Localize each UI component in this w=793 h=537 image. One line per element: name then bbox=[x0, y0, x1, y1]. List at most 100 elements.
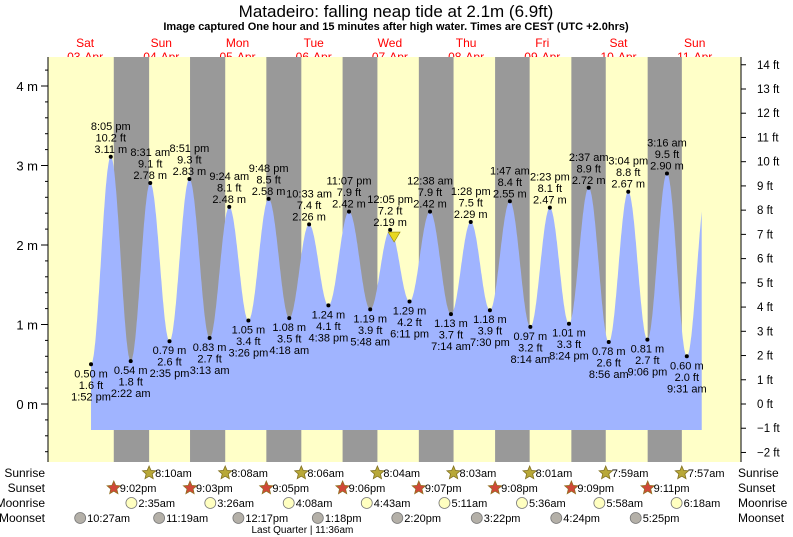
tide-label: 0.97 m bbox=[514, 331, 548, 343]
tide-label: 2.6 ft bbox=[157, 357, 181, 369]
moonrise-icon bbox=[593, 497, 606, 509]
moonset-time: 12:17pm bbox=[245, 513, 288, 525]
sunrise-item: 8:03am bbox=[445, 464, 497, 480]
sunset-item: 9:08pm bbox=[487, 479, 538, 495]
tide-label: 8:31 am bbox=[130, 147, 170, 159]
tide-label: 3.3 ft bbox=[557, 339, 581, 351]
tide-label: 5:48 am bbox=[350, 336, 390, 348]
tide-label: 4.1 ft bbox=[316, 321, 340, 333]
low-tide-point: 0.60 m2.0 ft9:31 am bbox=[667, 354, 707, 395]
sunrise-item: 7:59am bbox=[598, 464, 648, 480]
tide-label: 9:48 pm bbox=[249, 163, 289, 175]
y2-tick-label: 1 ft bbox=[757, 375, 774, 387]
tide-dot bbox=[346, 209, 351, 214]
tide-dot bbox=[626, 189, 631, 194]
moonrise-time: 5:58am bbox=[606, 498, 643, 510]
tide-label: 2.26 m bbox=[292, 211, 326, 223]
y2-tick-label: 13 ft bbox=[757, 84, 780, 96]
moonrise-time: 3:26am bbox=[217, 498, 254, 510]
sunset-item: 9:09pm bbox=[563, 479, 614, 495]
tide-label: 4:38 pm bbox=[309, 332, 349, 344]
tide-dot bbox=[266, 196, 271, 201]
sunrise-time: 8:03am bbox=[460, 468, 497, 480]
tide-label: 2:37 am bbox=[569, 152, 609, 164]
tide-dot bbox=[566, 321, 571, 326]
tide-label: 8.1 ft bbox=[217, 182, 241, 194]
moonrise-icon bbox=[670, 497, 683, 509]
tide-label: 0.81 m bbox=[631, 344, 665, 356]
tide-dot bbox=[507, 199, 512, 204]
chart-subtitle: Image captured One hour and 15 minutes a… bbox=[163, 21, 629, 33]
tide-label: 3.11 m bbox=[94, 144, 127, 156]
tide-label: 10.2 ft bbox=[95, 132, 126, 144]
sunset-item: 9:11pm bbox=[640, 479, 690, 495]
sunrise-row-label-right: Sunrise bbox=[738, 466, 779, 480]
tide-label: 2.72 m bbox=[572, 175, 606, 187]
low-tide-point: 0.54 m1.8 ft2:22 am bbox=[111, 359, 151, 400]
moonset-item: 3:22pm bbox=[470, 512, 520, 525]
sunrise-time: 8:06am bbox=[307, 468, 344, 480]
tide-label: 1:47 am bbox=[490, 165, 530, 177]
tide-dot bbox=[547, 205, 552, 210]
star-icon bbox=[217, 464, 233, 480]
tide-label: 8:14 am bbox=[510, 354, 550, 366]
sunrise-item: 8:10am bbox=[141, 464, 192, 480]
tide-label: 7.9 ft bbox=[337, 187, 361, 199]
sunset-item: 9:07pm bbox=[411, 479, 462, 495]
tide-label: 9:06 pm bbox=[628, 367, 668, 379]
tide-label: 2.55 m bbox=[493, 188, 527, 200]
high-tide-point: 1:47 am8.4 ft2.55 m bbox=[490, 165, 530, 204]
sunset-time: 9:06pm bbox=[349, 483, 386, 495]
high-tide-point: 2:37 am8.9 ft2.72 m bbox=[569, 152, 609, 190]
tide-label: 3:04 pm bbox=[608, 156, 648, 168]
sunset-row-label: Sunset bbox=[8, 481, 46, 495]
day-of-week-label: Tue bbox=[304, 36, 325, 50]
tide-label: 3:13 am bbox=[190, 365, 230, 377]
star-icon bbox=[411, 479, 427, 495]
y2-tick-label: 7 ft bbox=[757, 229, 774, 241]
tide-label: 3.2 ft bbox=[518, 342, 542, 354]
star-icon bbox=[106, 479, 122, 495]
tide-dot bbox=[227, 204, 232, 209]
tide-dot bbox=[645, 337, 650, 342]
tide-label: 1.13 m bbox=[434, 318, 468, 330]
moonset-time: 5:25pm bbox=[643, 513, 680, 525]
tide-label: 2.67 m bbox=[611, 179, 645, 191]
moonrise-item: 4:43am bbox=[360, 497, 410, 510]
sunset-row-label-right: Sunset bbox=[738, 481, 776, 495]
moonset-time: 2:20pm bbox=[404, 513, 441, 525]
star-icon bbox=[640, 479, 656, 495]
tide-label: 2:22 am bbox=[111, 388, 151, 400]
moonset-icon bbox=[74, 512, 87, 524]
y2-tick-label: 10 ft bbox=[757, 157, 780, 169]
star-icon bbox=[334, 479, 351, 495]
tide-label: 2.6 ft bbox=[597, 357, 621, 369]
sunset-time: 9:07pm bbox=[425, 483, 462, 495]
tide-label: 1.19 m bbox=[353, 313, 387, 325]
tide-label: 8.8 ft bbox=[616, 167, 640, 179]
tide-label: 9.3 ft bbox=[177, 155, 201, 167]
star-icon bbox=[369, 464, 386, 480]
sunrise-time: 8:04am bbox=[383, 468, 420, 480]
sunrise-time: 8:08am bbox=[231, 468, 268, 480]
chart-title: Matadeiro: falling neap tide at 2.1m (6.… bbox=[239, 2, 554, 21]
moonrise-icon bbox=[360, 497, 373, 509]
tide-label: 0.78 m bbox=[592, 346, 626, 358]
sunset-time: 9:08pm bbox=[501, 483, 538, 495]
tide-label: 7:14 am bbox=[431, 341, 471, 353]
tide-label: 6:11 pm bbox=[390, 328, 429, 340]
sunrise-row-label: Sunrise bbox=[4, 466, 45, 480]
moonset-icon bbox=[470, 512, 483, 524]
day-of-week-label: Fri bbox=[535, 36, 549, 50]
low-tide-point: 0.79 m2.6 ft2:35 pm bbox=[150, 339, 189, 380]
y2-tick-label: 3 ft bbox=[757, 326, 774, 338]
tide-dot bbox=[368, 307, 373, 312]
y-tick-label: 4 m bbox=[16, 79, 38, 94]
tide-dot bbox=[246, 318, 251, 323]
moonrise-item: 4:08am bbox=[282, 497, 333, 510]
sunrise-item: 8:06am bbox=[293, 464, 344, 480]
tide-dot bbox=[487, 308, 492, 313]
moonrise-time: 4:08am bbox=[296, 498, 333, 510]
low-tide-point: 0.50 m1.6 ft1:52 pm bbox=[71, 362, 111, 403]
